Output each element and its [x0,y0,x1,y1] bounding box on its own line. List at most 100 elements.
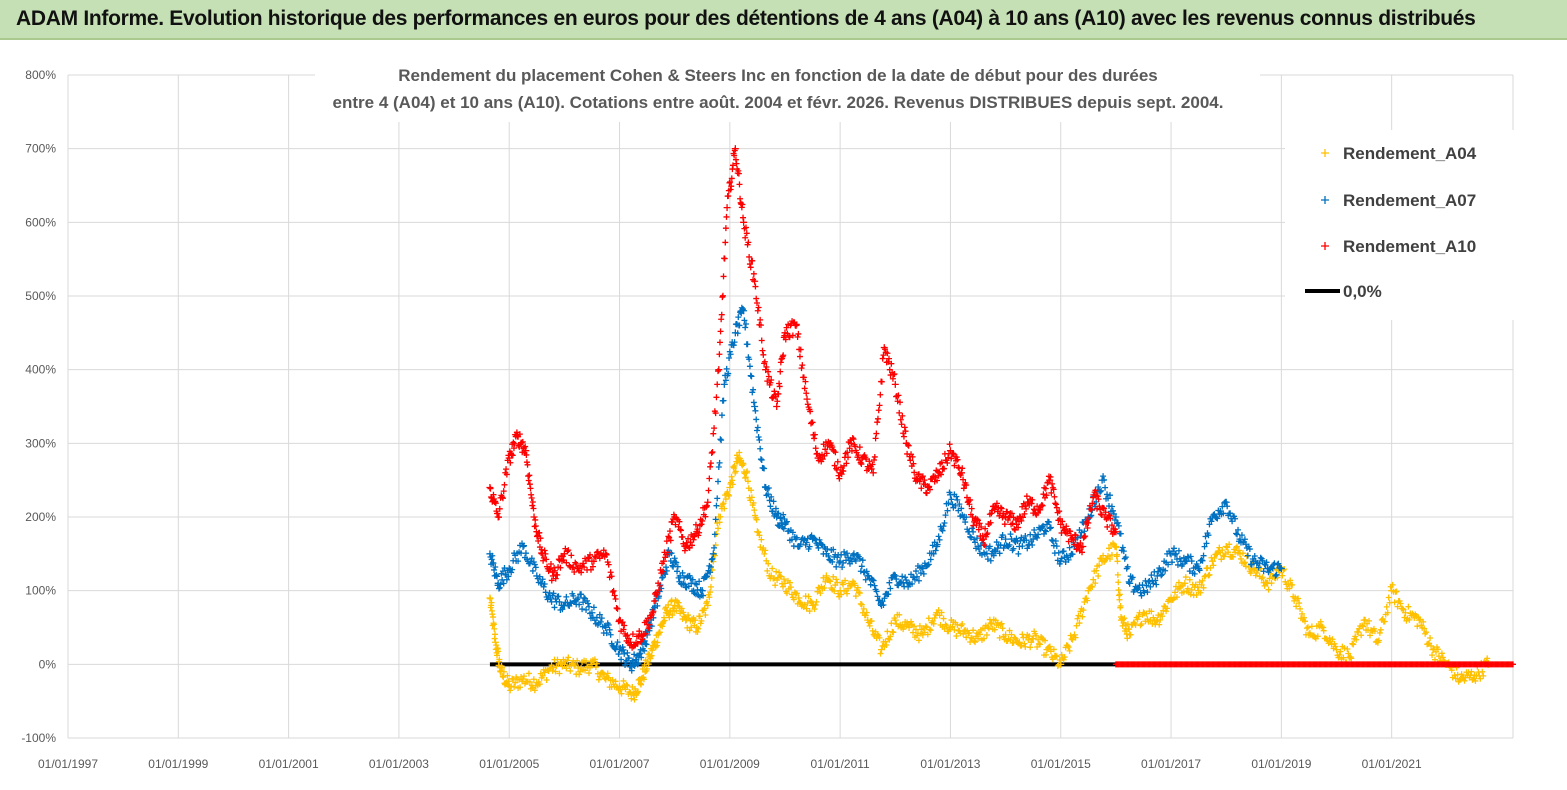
data-point [1143,582,1150,589]
data-point [1108,551,1115,558]
data-point [871,456,878,463]
data-point [495,514,502,521]
data-point [1375,637,1382,644]
data-point [1120,548,1127,555]
data-point [1237,555,1244,562]
data-point [1124,563,1131,570]
data-point [807,408,814,415]
data-point [586,610,593,617]
data-point [487,485,494,492]
data-point [982,525,989,532]
data-point [1074,615,1081,622]
y-tick-label: 600% [25,215,56,229]
data-point [934,477,941,484]
data-point [1477,675,1484,682]
data-point [934,541,941,548]
data-point [755,529,762,536]
data-point [757,322,764,329]
data-point [831,588,838,595]
data-point [620,626,627,633]
data-point [843,460,850,467]
data-point [797,346,804,353]
data-point [1235,526,1242,533]
data-point [551,567,558,574]
data-point [817,590,824,597]
data-point [510,439,517,446]
data-point [881,595,888,602]
data-point [1093,567,1100,574]
data-point [509,452,516,459]
data-point [624,682,631,689]
data-point [555,556,562,563]
data-point [1234,543,1241,550]
data-point [518,674,525,681]
data-point [1053,653,1060,660]
data-point [1027,644,1034,651]
data-point [704,498,712,506]
data-point [812,601,819,608]
data-point [677,526,684,533]
data-point [971,637,978,644]
data-point [519,438,526,445]
data-point [1008,510,1015,517]
data-point [1094,493,1101,500]
data-point [849,435,856,442]
data-point [681,547,688,554]
data-point [1097,511,1104,518]
data-point [603,630,610,637]
data-point [953,493,960,500]
data-point [889,375,896,382]
data-point [500,488,507,495]
data-point [612,678,619,685]
data-point [709,449,716,456]
data-point [694,629,701,636]
data-point [1006,541,1013,548]
data-point [524,461,531,468]
data-point [1194,563,1201,570]
data-point [736,181,743,188]
data-point [1186,576,1193,583]
data-point [1033,632,1040,639]
data-point [1008,631,1015,638]
data-point [887,633,894,640]
data-point [998,620,1005,627]
data-point [509,566,516,573]
data-point [723,204,731,212]
data-point [1468,668,1475,675]
data-point [512,679,519,686]
data-point [1055,549,1062,556]
data-point [643,641,650,648]
data-point [1115,587,1122,594]
data-point [1219,547,1226,554]
data-point [993,500,1000,507]
data-point [623,681,630,688]
data-point [547,565,554,572]
data-point [966,629,973,636]
data-point [923,490,930,497]
data-point [1000,510,1007,517]
data-point [862,612,869,619]
data-point [1265,586,1272,593]
data-point [777,368,784,375]
data-point [1174,561,1181,568]
data-point [803,539,810,546]
data-point [692,530,699,537]
data-point [1002,535,1010,543]
data-point [967,533,974,540]
data-point [1056,560,1063,567]
data-point [723,365,730,372]
data-point [1069,551,1076,558]
data-point [716,459,723,466]
data-point [1150,580,1157,587]
data-point [1000,633,1007,640]
data-point [925,615,932,622]
data-point [666,528,673,535]
data-point [1056,508,1063,515]
data-point [714,381,721,388]
data-point [709,555,716,562]
data-point [1259,574,1266,581]
data-point [621,650,628,657]
data-point [886,579,893,586]
data-point [915,637,922,644]
data-point [801,536,808,543]
